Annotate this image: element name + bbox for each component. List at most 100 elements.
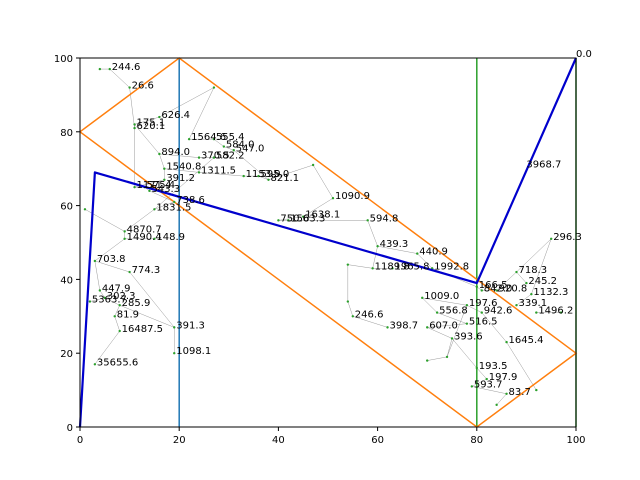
edge-72 — [471, 386, 507, 395]
node-point-22 — [148, 189, 151, 193]
node-label-7: 1564.6 — [191, 132, 226, 143]
edge-69 — [451, 338, 477, 369]
x-tick-label-3: 60 — [371, 435, 384, 446]
node-label-49: 1189.8 — [375, 261, 410, 272]
edge-71 — [471, 378, 487, 387]
node-label-13: 582.2 — [216, 151, 245, 162]
y-tick-label-5: 100 — [54, 54, 73, 65]
edge-7 — [188, 87, 215, 140]
edge-25 — [312, 164, 334, 199]
node-point-18 — [267, 178, 270, 181]
node-point-16 — [242, 174, 245, 178]
node-label-19: 391.2 — [166, 173, 195, 184]
node-label-10: 547.0 — [236, 143, 265, 154]
edge-59 — [422, 297, 467, 306]
x-tick-label-2: 40 — [272, 435, 285, 446]
node-point-4 — [158, 115, 161, 119]
node-label-72: 193.5 — [479, 361, 508, 372]
node-label-1: 244.6 — [112, 62, 141, 73]
node-point-29 — [287, 219, 290, 222]
node-point-76 — [445, 355, 449, 359]
node-label-60: 339.1 — [518, 298, 547, 309]
node-label-69: 246.6 — [355, 309, 384, 320]
node-point-17 — [257, 174, 260, 178]
node-label-55: 920.8 — [499, 283, 528, 294]
node-label-35: 703.8 — [97, 254, 126, 265]
edge-40 — [114, 305, 120, 317]
node-point-32 — [123, 230, 126, 233]
y-tick-label-2: 40 — [60, 275, 73, 286]
node-point-80 — [559, 311, 563, 314]
node-label-38: 302.3 — [107, 291, 136, 302]
edge-14 — [164, 168, 200, 173]
edge-1 — [109, 68, 130, 88]
node-point-52 — [421, 296, 424, 300]
node-point-56 — [515, 270, 518, 274]
node-label-39: 5363.7 — [92, 295, 127, 306]
node-label-66: 607.0 — [429, 320, 458, 331]
node-point-61 — [535, 311, 538, 314]
node-point-42 — [118, 329, 121, 333]
edge-78 — [154, 157, 215, 210]
edge-64 — [427, 327, 453, 339]
node-point-59 — [530, 292, 533, 296]
node-point-79 — [535, 388, 538, 392]
node-point-58 — [550, 237, 553, 241]
node-point-68 — [505, 340, 508, 344]
nodes-layer — [83, 67, 563, 407]
edge-58 — [516, 293, 532, 306]
edge-23 — [154, 201, 175, 210]
node-point-46 — [376, 244, 379, 248]
node-label-54: 842.0 — [484, 283, 513, 294]
edges-layer — [84, 68, 562, 406]
node-point-13 — [212, 156, 216, 159]
edge-39 — [104, 297, 120, 306]
node-point-0 — [98, 67, 102, 71]
node-point-25 — [311, 163, 315, 167]
node-label-53: 166.5 — [479, 280, 508, 291]
node-point-11 — [158, 152, 161, 156]
node-label-40: 285.9 — [122, 298, 151, 309]
edge-68 — [352, 316, 388, 328]
node-point-40 — [118, 304, 121, 307]
edge-37 — [99, 290, 106, 298]
edge-35 — [94, 260, 130, 273]
node-label-21: 575.4 — [146, 180, 175, 191]
node-point-2 — [128, 86, 131, 89]
x-axis: 0 20 40 60 80 100 — [77, 427, 586, 446]
edge-81 — [129, 271, 175, 328]
node-label-46: 439.3 — [380, 239, 409, 250]
node-point-15 — [197, 171, 201, 174]
node-label-33: 1490.4 — [127, 232, 162, 243]
node-label-59: 1132.3 — [533, 287, 568, 298]
node-point-7 — [187, 137, 191, 141]
edge-36 — [94, 260, 101, 291]
node-point-69 — [351, 315, 354, 318]
node-point-70 — [386, 326, 389, 329]
node-point-12 — [197, 156, 201, 159]
edge-22 — [149, 190, 175, 203]
edge-9 — [213, 138, 224, 147]
node-point-3 — [133, 126, 136, 130]
node-label-44: 1098.1 — [176, 346, 211, 357]
node-label-62: 197.6 — [469, 298, 498, 309]
node-label-32: 4870.7 — [127, 224, 162, 235]
node-label-75: 83.7 — [509, 387, 531, 398]
node-point-23 — [173, 200, 176, 204]
node-point-44 — [173, 352, 176, 355]
node-label-56: 718.3 — [518, 265, 547, 276]
node-point-45 — [93, 363, 97, 366]
node-point-10 — [232, 149, 235, 152]
edge-41 — [114, 316, 120, 332]
node-point-43 — [173, 326, 176, 329]
node-label-50: 1965.8 — [394, 261, 429, 272]
node-label-43: 391.3 — [176, 320, 205, 331]
edge-67 — [347, 301, 354, 317]
node-point-36 — [128, 270, 131, 274]
edge-55 — [516, 271, 527, 284]
node-point-28 — [277, 219, 280, 222]
node-point-77 — [426, 359, 429, 362]
node-label-3: 620.1 — [137, 121, 166, 132]
